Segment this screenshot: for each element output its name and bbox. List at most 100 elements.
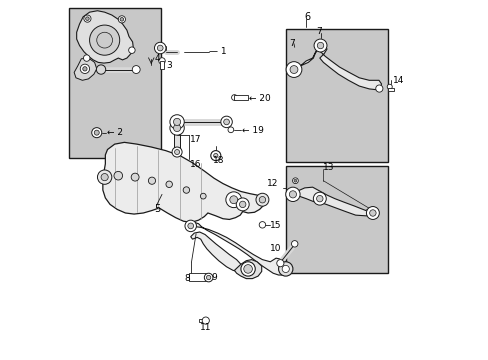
Circle shape bbox=[169, 121, 184, 135]
Circle shape bbox=[366, 207, 379, 220]
Bar bbox=[234, 95, 247, 100]
Circle shape bbox=[159, 58, 165, 64]
Circle shape bbox=[131, 173, 139, 181]
Text: 4: 4 bbox=[154, 54, 160, 63]
Circle shape bbox=[154, 42, 165, 54]
Circle shape bbox=[225, 192, 241, 208]
Circle shape bbox=[200, 193, 206, 199]
Circle shape bbox=[132, 66, 140, 73]
Circle shape bbox=[239, 201, 245, 208]
Bar bbox=[188, 273, 206, 281]
Bar bbox=[198, 319, 203, 321]
Circle shape bbox=[313, 192, 325, 205]
Circle shape bbox=[148, 177, 155, 184]
Circle shape bbox=[244, 265, 252, 273]
Circle shape bbox=[165, 181, 172, 188]
Text: 5: 5 bbox=[154, 204, 160, 214]
Text: 11: 11 bbox=[199, 323, 211, 332]
Circle shape bbox=[204, 273, 212, 282]
Circle shape bbox=[157, 45, 163, 51]
Circle shape bbox=[229, 196, 237, 204]
Text: ← 19: ← 19 bbox=[241, 126, 263, 135]
Text: 18: 18 bbox=[212, 157, 224, 166]
Bar bbox=[160, 61, 164, 69]
Text: 6: 6 bbox=[304, 12, 310, 22]
Circle shape bbox=[128, 47, 135, 53]
Circle shape bbox=[172, 147, 182, 157]
Text: 8: 8 bbox=[184, 274, 190, 283]
Circle shape bbox=[80, 64, 89, 73]
Circle shape bbox=[96, 65, 105, 74]
Circle shape bbox=[184, 220, 196, 231]
Circle shape bbox=[293, 179, 296, 182]
Circle shape bbox=[282, 265, 289, 273]
Circle shape bbox=[241, 262, 255, 276]
Circle shape bbox=[289, 66, 297, 73]
Circle shape bbox=[187, 223, 193, 229]
Text: 10: 10 bbox=[269, 244, 281, 253]
Circle shape bbox=[174, 149, 179, 154]
Polygon shape bbox=[295, 44, 381, 90]
Circle shape bbox=[97, 32, 112, 48]
Polygon shape bbox=[102, 142, 264, 222]
Circle shape bbox=[206, 275, 210, 280]
Circle shape bbox=[227, 127, 233, 133]
Polygon shape bbox=[186, 222, 290, 275]
Text: 15: 15 bbox=[270, 221, 281, 230]
Circle shape bbox=[85, 17, 89, 21]
Circle shape bbox=[236, 198, 249, 211]
Circle shape bbox=[386, 84, 391, 89]
Circle shape bbox=[259, 222, 265, 228]
Text: ← 2: ← 2 bbox=[106, 128, 122, 137]
Circle shape bbox=[97, 170, 112, 184]
Polygon shape bbox=[293, 187, 376, 216]
Text: 13: 13 bbox=[323, 163, 334, 172]
Circle shape bbox=[291, 240, 297, 247]
Circle shape bbox=[317, 42, 323, 49]
Circle shape bbox=[169, 115, 184, 129]
Circle shape bbox=[375, 85, 382, 92]
Circle shape bbox=[82, 67, 87, 71]
Bar bbox=[69, 8, 161, 158]
Circle shape bbox=[231, 95, 237, 100]
Polygon shape bbox=[74, 58, 97, 80]
Circle shape bbox=[83, 55, 90, 61]
Circle shape bbox=[289, 191, 296, 198]
Bar bbox=[285, 166, 387, 273]
Circle shape bbox=[285, 62, 301, 77]
Circle shape bbox=[259, 197, 265, 203]
Text: 17: 17 bbox=[190, 135, 201, 144]
Text: 12: 12 bbox=[266, 179, 278, 188]
Circle shape bbox=[202, 317, 209, 324]
Circle shape bbox=[101, 174, 108, 181]
Text: — 1: — 1 bbox=[209, 47, 226, 56]
Text: 3: 3 bbox=[166, 62, 172, 71]
Circle shape bbox=[316, 195, 323, 202]
Bar bbox=[174, 129, 180, 149]
Circle shape bbox=[173, 118, 180, 126]
Circle shape bbox=[83, 15, 91, 22]
Circle shape bbox=[223, 119, 229, 125]
Bar bbox=[387, 88, 394, 91]
Text: 16: 16 bbox=[190, 160, 201, 169]
Circle shape bbox=[94, 130, 99, 135]
Text: 7: 7 bbox=[289, 39, 294, 48]
Circle shape bbox=[183, 187, 189, 193]
Circle shape bbox=[369, 210, 375, 216]
Circle shape bbox=[89, 25, 120, 55]
Circle shape bbox=[255, 193, 268, 206]
Bar bbox=[285, 30, 387, 162]
Text: 9: 9 bbox=[211, 273, 217, 282]
Circle shape bbox=[210, 150, 221, 161]
Circle shape bbox=[118, 16, 125, 23]
Circle shape bbox=[292, 178, 298, 184]
Circle shape bbox=[221, 116, 232, 128]
Circle shape bbox=[285, 187, 300, 202]
Circle shape bbox=[313, 39, 326, 52]
Polygon shape bbox=[234, 260, 261, 279]
Text: 7: 7 bbox=[316, 27, 321, 36]
Circle shape bbox=[120, 18, 123, 21]
Circle shape bbox=[276, 260, 284, 267]
Circle shape bbox=[92, 128, 102, 138]
Circle shape bbox=[278, 262, 292, 276]
